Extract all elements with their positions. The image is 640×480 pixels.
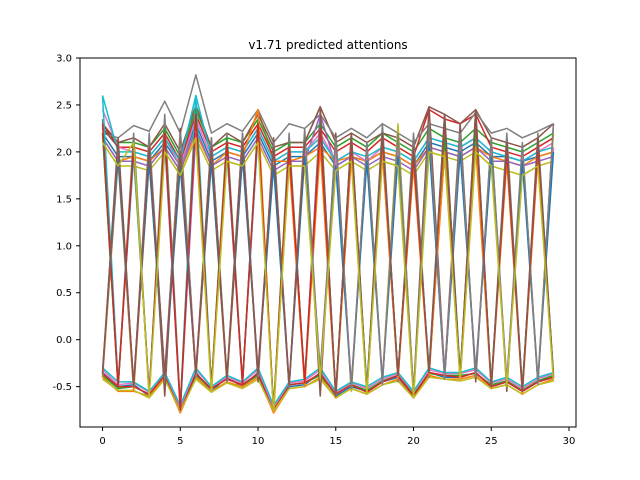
x-tick-label-4: 20	[407, 436, 420, 447]
series-line-28	[101, 106, 555, 397]
y-tick-label-6: 2.5	[56, 100, 72, 111]
x-tick-label-1: 5	[177, 436, 183, 447]
chart-title: v1.71 predicted attentions	[248, 38, 407, 52]
y-tick-label-3: 1.0	[56, 241, 72, 252]
x-tick-label-0: 0	[99, 436, 105, 447]
series-layer	[101, 74, 555, 414]
series-line-29	[101, 137, 555, 412]
x-tick-label-5: 25	[485, 436, 498, 447]
y-tick-label-5: 2.0	[56, 147, 72, 158]
x-axis: 0 5 10 15 20 25 30	[99, 427, 575, 447]
y-tick-label-4: 1.5	[56, 194, 72, 205]
x-tick-label-2: 10	[252, 436, 265, 447]
y-tick-label-7: 3.0	[56, 54, 72, 65]
y-tick-label-2: 0.5	[56, 288, 72, 299]
series-line-5	[101, 104, 554, 153]
series-line-16	[102, 367, 554, 407]
x-tick-label-3: 15	[329, 436, 342, 447]
y-axis: -0.5 0.0 0.5 1.0 1.5 2.0 2.5 3.0	[52, 54, 80, 393]
x-tick-label-6: 30	[563, 436, 576, 447]
series-line-7	[102, 74, 554, 144]
series-line-2	[102, 108, 554, 158]
plot-frame	[79, 57, 577, 428]
y-tick-label-0: -0.5	[52, 382, 72, 393]
series-line-9	[101, 94, 554, 163]
y-tick-label-1: 0.0	[56, 335, 72, 346]
series-line-15	[102, 376, 554, 412]
